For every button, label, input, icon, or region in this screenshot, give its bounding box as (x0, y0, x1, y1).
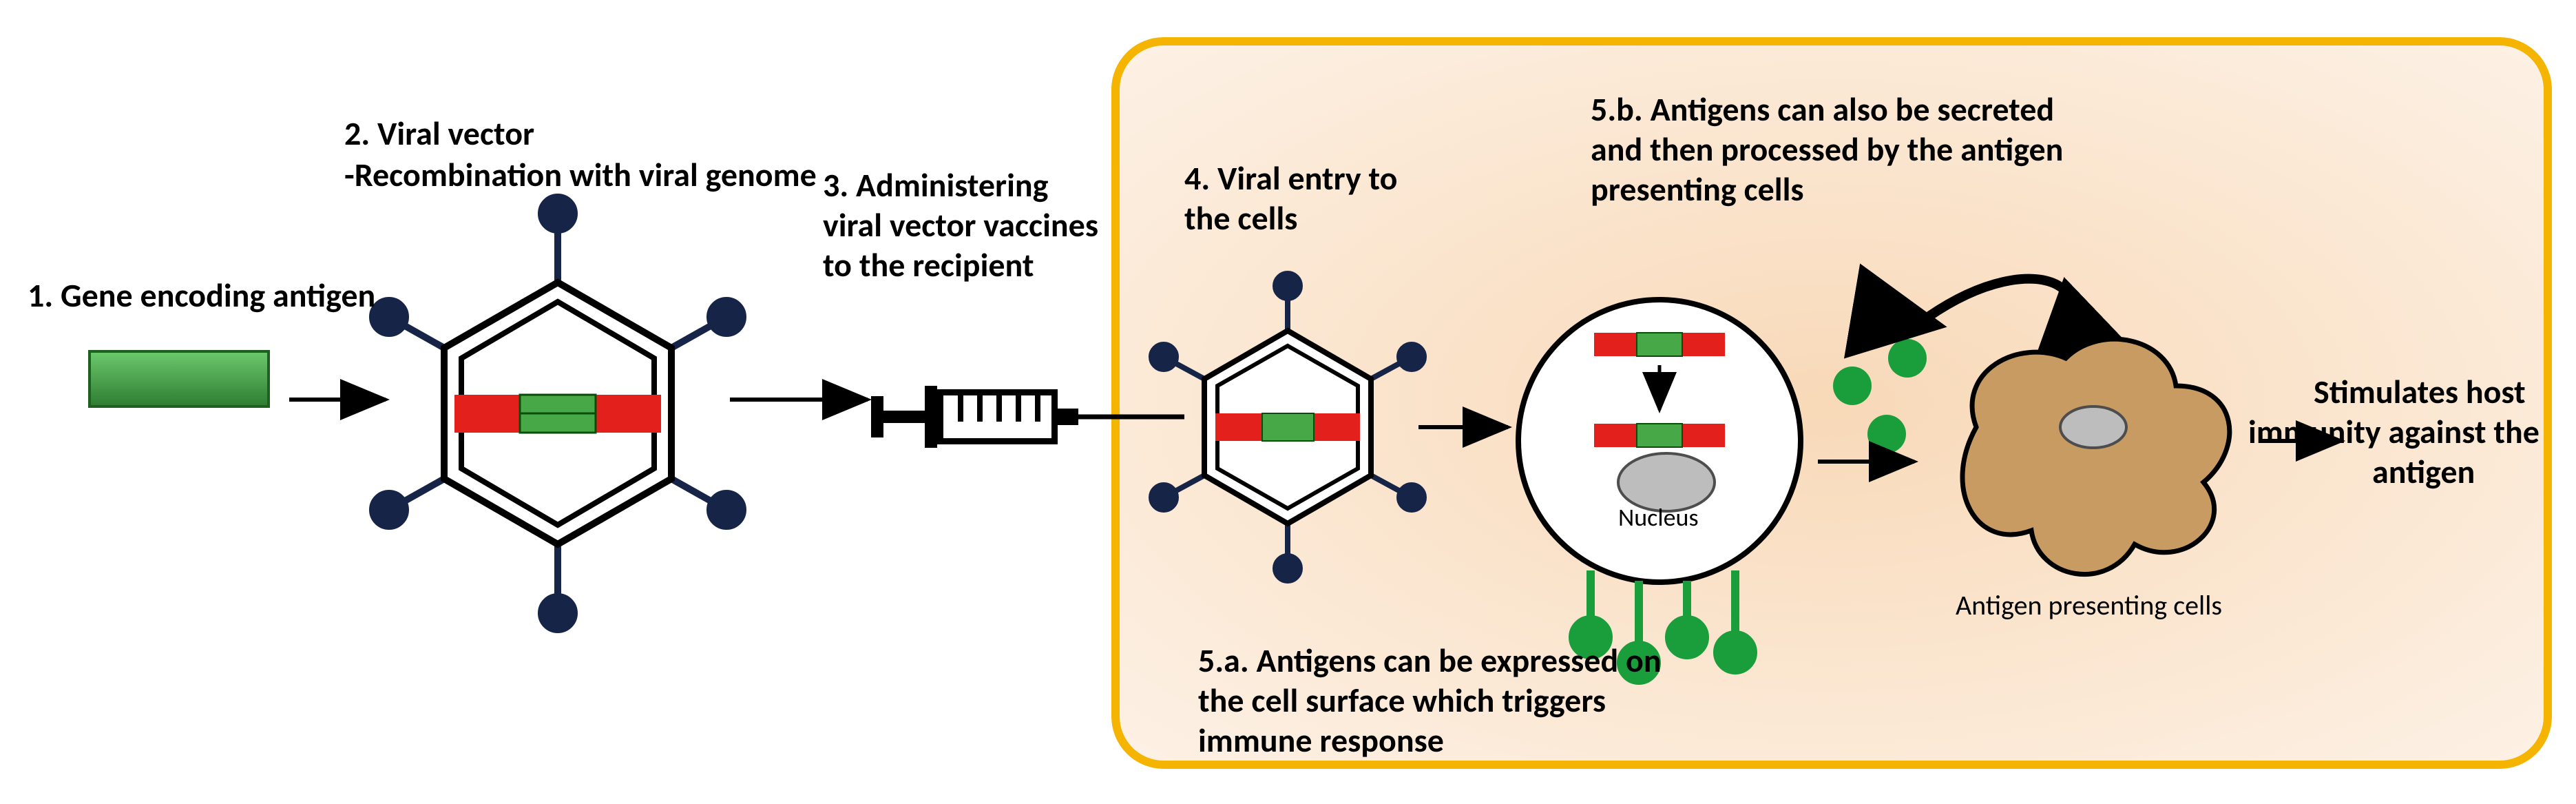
label-step5b-line3: presenting cells (1591, 169, 1804, 209)
label-step2-line1: 2. Viral vector (344, 114, 534, 154)
label-step4-line2: the cells (1184, 198, 1297, 238)
label-step5a-line2: the cell surface which triggers (1198, 681, 1606, 721)
label-step3-line3: to the recipient (823, 245, 1034, 285)
label-step5b-line2: and then processed by the antigen (1591, 130, 2063, 169)
gene-rect (90, 351, 269, 406)
label-step3-line2: viral vector vaccines (823, 205, 1098, 245)
label-outcome-line1: Stimulates host (2314, 372, 2526, 412)
label-step1: 1. Gene encoding antigen (28, 276, 375, 316)
label-step4-line1: 4. Viral entry to (1184, 158, 1397, 198)
apc-nucleus (2060, 406, 2126, 448)
virus-large (373, 197, 743, 630)
label-step2-line2: -Recombination with viral genome (344, 155, 817, 195)
label-step5a-line3: immune response (1198, 721, 1444, 761)
label-step5b-line1: 5.b. Antigens can also be secreted (1591, 90, 2054, 130)
label-nucleus: Nucleus (1618, 503, 1699, 533)
diagram-canvas: 1. Gene encoding antigen 2. Viral vector… (0, 0, 2576, 804)
label-step3-line1: 3. Administering (823, 165, 1048, 205)
label-outcome-line2: immunity against the (2248, 412, 2540, 452)
label-step5a-line1: 5.a. Antigens can be expressed on (1198, 641, 1662, 681)
label-outcome-line3: antigen (2372, 452, 2475, 492)
label-apc-caption: Antigen presenting cells (1956, 589, 2222, 622)
